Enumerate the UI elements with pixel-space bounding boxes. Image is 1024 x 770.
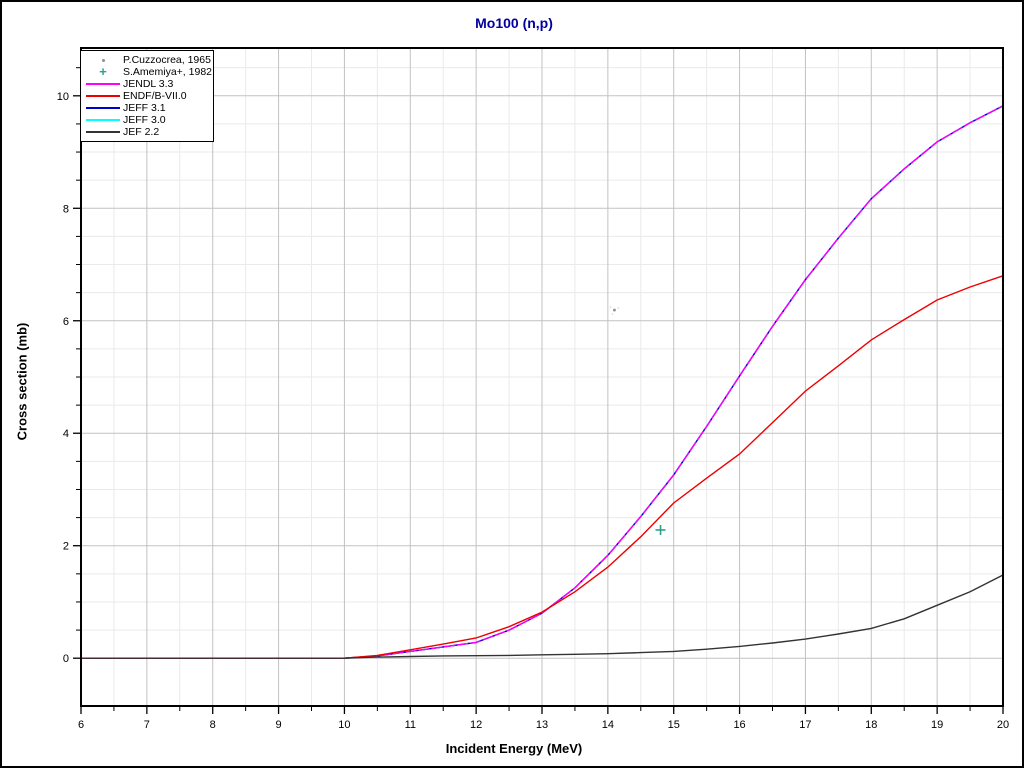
y-tick-label: 6 — [63, 316, 69, 328]
legend-line-swatch — [86, 107, 120, 109]
legend-swatch — [83, 58, 123, 62]
legend-item: JEF 2.2 — [83, 126, 211, 138]
legend-item: JENDL 3.3 — [83, 78, 211, 90]
legend-line-swatch — [86, 119, 120, 121]
legend-item: JEFF 3.1 — [83, 102, 211, 114]
legend-swatch — [83, 83, 123, 85]
data-point-speckle — [611, 313, 614, 315]
data-point-speckle — [609, 306, 612, 308]
series-jef-2.2 — [81, 574, 1004, 659]
x-tick-label: 20 — [997, 719, 1009, 731]
x-tick-label: 16 — [733, 719, 745, 731]
legend-swatch — [83, 131, 123, 133]
x-tick-label: 12 — [470, 719, 482, 731]
legend: P.Cuzzocrea, 1965 + S.Amemiya+, 1982 JENDL … — [80, 50, 214, 142]
legend-item: + S.Amemiya+, 1982 — [83, 64, 213, 79]
x-tick-label: 18 — [865, 719, 877, 731]
y-tick-label: 2 — [63, 541, 69, 553]
legend-label: S.Amemiya+, 1982 — [123, 66, 213, 78]
x-tick-label: 13 — [536, 719, 548, 731]
x-tick-label: 6 — [78, 719, 84, 731]
legend-swatch — [83, 119, 123, 121]
data-point-speckle — [617, 307, 620, 309]
y-tick-label: 10 — [57, 91, 69, 103]
legend-item: ENDF/B-VII.0 — [83, 90, 211, 102]
x-tick-label: 19 — [931, 719, 943, 731]
legend-item: P.Cuzzocrea, 1965 — [83, 54, 211, 66]
legend-label: JEF 2.2 — [123, 126, 160, 138]
x-tick-label: 15 — [668, 719, 680, 731]
plus-marker-icon: + — [99, 64, 107, 79]
legend-item: JEFF 3.0 — [83, 114, 211, 126]
x-tick-label: 7 — [144, 719, 150, 731]
legend-swatch — [83, 107, 123, 109]
legend-line-swatch — [86, 95, 120, 97]
legend-label: JEFF 3.1 — [123, 102, 166, 114]
legend-label: P.Cuzzocrea, 1965 — [123, 54, 211, 66]
y-tick-label: 8 — [63, 203, 69, 215]
legend-label: ENDF/B-VII.0 — [123, 90, 187, 102]
x-tick-label: 14 — [602, 719, 614, 731]
y-axis-label: Cross section (mb) — [14, 322, 30, 441]
data-point-dot — [613, 308, 616, 312]
x-tick-label: 10 — [338, 719, 350, 731]
dot-marker-icon — [101, 58, 105, 62]
legend-line-swatch — [86, 83, 120, 85]
x-axis-label: Incident Energy (MeV) — [445, 741, 583, 756]
legend-label: JENDL 3.3 — [123, 78, 174, 90]
y-tick-label: 4 — [63, 428, 69, 440]
legend-line-swatch — [86, 131, 120, 133]
x-tick-label: 8 — [210, 719, 216, 731]
legend-swatch: + — [83, 64, 123, 79]
x-tick-label: 17 — [799, 719, 811, 731]
x-tick-label: 11 — [405, 719, 416, 731]
y-tick-label: 0 — [63, 653, 69, 665]
legend-swatch — [83, 95, 123, 97]
legend-label: JEFF 3.0 — [123, 114, 166, 126]
x-tick-label: 9 — [276, 719, 282, 731]
chart-title: Mo100 (n,p) — [475, 15, 553, 31]
